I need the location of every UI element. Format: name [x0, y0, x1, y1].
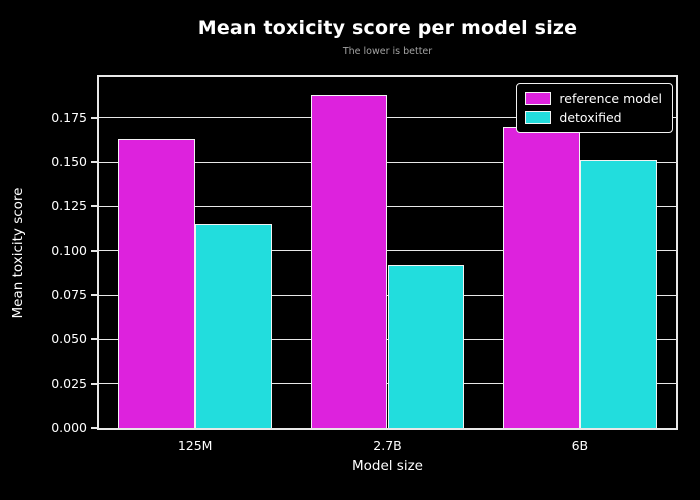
- gridline-y-0.125: [99, 205, 676, 207]
- legend-entry-reference-model: reference model: [525, 89, 662, 108]
- chart-subtitle: The lower is better: [342, 46, 433, 57]
- x-tick-label-2.7B: 2.7B: [373, 438, 402, 453]
- legend-swatch-reference-model: [525, 92, 552, 105]
- gridline-y-0.150: [99, 161, 676, 163]
- y-tick-label-0.075: 0.075: [51, 287, 87, 303]
- bar-125M-detoxified: [195, 224, 273, 428]
- y-tick-mark-0.075: [91, 294, 97, 297]
- x-tick-label-125M: 125M: [177, 438, 213, 453]
- x-axis-label: Model size: [351, 458, 423, 474]
- x-tick-label-6B: 6B: [571, 438, 589, 453]
- y-tick-mark-0.100: [91, 249, 97, 252]
- legend-entry-detoxified: detoxified: [525, 108, 662, 127]
- bar-6B-detoxified: [579, 160, 657, 428]
- y-tick-label-0.100: 0.100: [51, 242, 87, 258]
- y-tick-label-0.175: 0.175: [51, 109, 87, 125]
- y-tick-mark-0.050: [91, 338, 97, 341]
- legend-label-detoxified: detoxified: [559, 110, 622, 125]
- y-tick-mark-0.150: [91, 161, 97, 164]
- y-tick-label-0.025: 0.025: [51, 375, 87, 391]
- legend: reference model detoxified: [516, 83, 673, 133]
- bar-125M-reference-model: [118, 139, 196, 428]
- gridline-y-0.100: [99, 250, 676, 252]
- y-tick-label-0.050: 0.050: [51, 331, 87, 347]
- legend-label-reference-model: reference model: [559, 91, 662, 106]
- y-tick-mark-0.175: [91, 116, 97, 119]
- gridline-y-0.175: [99, 117, 676, 119]
- plot-area: reference model detoxified: [97, 75, 678, 430]
- y-tick-mark-0.025: [91, 382, 97, 385]
- y-tick-label-0.125: 0.125: [51, 198, 87, 214]
- y-tick-label-0.000: 0.000: [51, 420, 87, 435]
- legend-swatch-detoxified: [525, 111, 552, 124]
- chart-title: Mean toxicity score per model size: [197, 17, 578, 39]
- bar-2.7B-detoxified: [387, 264, 465, 428]
- y-tick-mark-0.125: [91, 205, 97, 208]
- y-tick-label-0.150: 0.150: [51, 154, 87, 170]
- y-tick-mark-0.000: [91, 427, 97, 429]
- bar-2.7B-reference-model: [310, 94, 388, 428]
- bar-6B-reference-model: [502, 126, 580, 428]
